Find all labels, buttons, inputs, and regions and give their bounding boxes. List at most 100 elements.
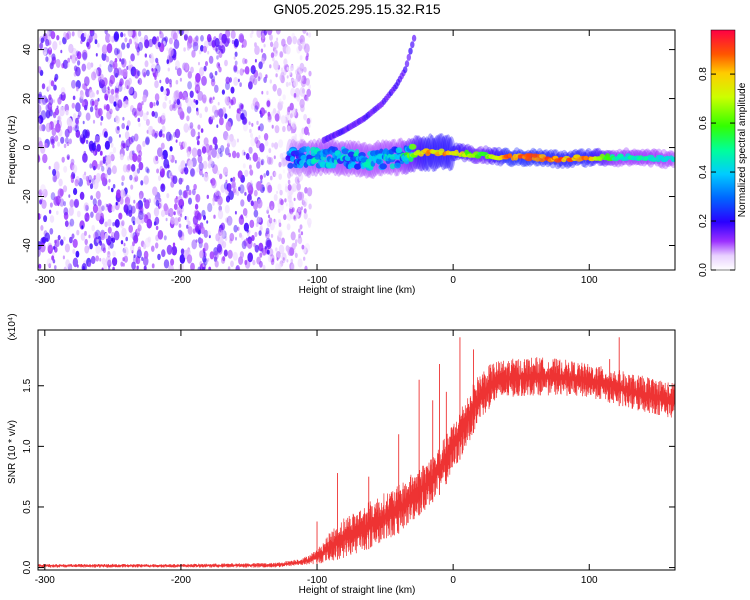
noise-blob (38, 115, 44, 124)
noise-blob (272, 43, 276, 49)
noise-blob (68, 194, 71, 198)
noise-blob (66, 117, 73, 127)
noise-blob (241, 44, 244, 48)
noise-blob (224, 113, 228, 119)
noise-blob (166, 244, 173, 255)
noise-blob (261, 39, 264, 43)
noise-blob (288, 82, 291, 86)
noise-blob (266, 30, 273, 36)
noise-blob (101, 44, 108, 55)
noise-blob (239, 232, 242, 238)
noise-blob (293, 78, 298, 88)
noise-blob (296, 183, 301, 191)
noise-blob (130, 53, 135, 62)
noise-blob (304, 187, 308, 194)
noise-blob (132, 220, 136, 226)
noise-blob (259, 174, 263, 181)
noise-blob (196, 140, 200, 146)
noise-blob (41, 83, 46, 90)
noise-blob (59, 106, 65, 117)
noise-blob (212, 164, 219, 175)
noise-blob (182, 96, 185, 101)
noise-blob (70, 177, 74, 184)
noise-blob (56, 105, 59, 110)
noise-blob (93, 231, 99, 241)
noise-blob (189, 122, 194, 129)
noise-blob (137, 77, 143, 86)
noise-blob (168, 78, 172, 85)
signal-blob (389, 163, 396, 170)
noise-blob (107, 86, 110, 91)
noise-blob (102, 263, 108, 270)
noise-blob (297, 258, 303, 268)
y-tick-label: 0.0 (22, 560, 33, 574)
noise-blob (265, 227, 270, 235)
noise-blob (249, 75, 255, 84)
noise-blob (283, 64, 287, 70)
signal-blob (401, 155, 406, 162)
noise-blob (185, 163, 188, 168)
noise-blob (53, 84, 57, 91)
signal-blob (409, 143, 417, 150)
noise-blob (138, 150, 143, 158)
noise-blob (113, 67, 120, 78)
noise-blob (84, 104, 88, 111)
noise-blob (131, 261, 136, 270)
noise-blob (106, 165, 112, 175)
noise-blob (119, 220, 123, 227)
noise-blob (137, 224, 142, 232)
noise-blob (209, 72, 214, 79)
noise-blob (38, 247, 41, 258)
noise-blob (187, 35, 193, 44)
noise-blob (220, 229, 225, 238)
noise-blob (163, 203, 168, 212)
noise-blob (130, 244, 135, 252)
noise-blob (117, 67, 122, 76)
noise-blob (282, 125, 286, 133)
noise-blob (76, 51, 82, 60)
noise-blob (299, 62, 305, 72)
noise-blob (160, 209, 166, 218)
noise-blob (93, 151, 96, 156)
noise-blob (135, 202, 140, 210)
noise-blob (266, 206, 270, 212)
noise-blob (178, 210, 181, 214)
noise-blob (101, 257, 106, 265)
signal-blob (652, 157, 657, 162)
noise-blob (301, 76, 304, 82)
noise-blob (121, 58, 125, 65)
noise-blob (58, 178, 63, 187)
harmonic-blob (410, 41, 415, 49)
noise-blob (143, 34, 149, 43)
colorbar-ticks: 0.0 0.2 0.4 0.6 0.8 (698, 67, 735, 277)
noise-blob (250, 132, 253, 139)
noise-blob (187, 220, 191, 227)
noise-blob (219, 151, 223, 158)
noise-blob (101, 267, 104, 270)
noise-blob (286, 109, 290, 116)
noise-blob (276, 37, 279, 42)
noise-blob (122, 68, 128, 78)
noise-blob (183, 167, 186, 172)
noise-blob (107, 259, 112, 268)
noise-blob (162, 133, 165, 138)
noise-blob (305, 55, 309, 61)
noise-blob (144, 237, 151, 248)
noise-blob (289, 102, 294, 111)
noise-blob (189, 90, 194, 99)
noise-blob (81, 263, 87, 270)
noise-blob (241, 240, 247, 250)
noise-blob (280, 67, 284, 73)
noise-blob (173, 90, 179, 100)
noise-blob (243, 151, 246, 156)
noise-blob (279, 51, 283, 58)
noise-blob (112, 257, 118, 267)
snr-y-axis-label: SNR (10 * v/v) (7, 420, 18, 484)
noise-blob (79, 191, 85, 200)
noise-blob (230, 86, 235, 94)
noise-blob (109, 108, 113, 115)
harmonic-blob (411, 34, 417, 42)
noise-blob (92, 204, 99, 214)
noise-blob (281, 101, 284, 105)
noise-blob (127, 64, 132, 71)
